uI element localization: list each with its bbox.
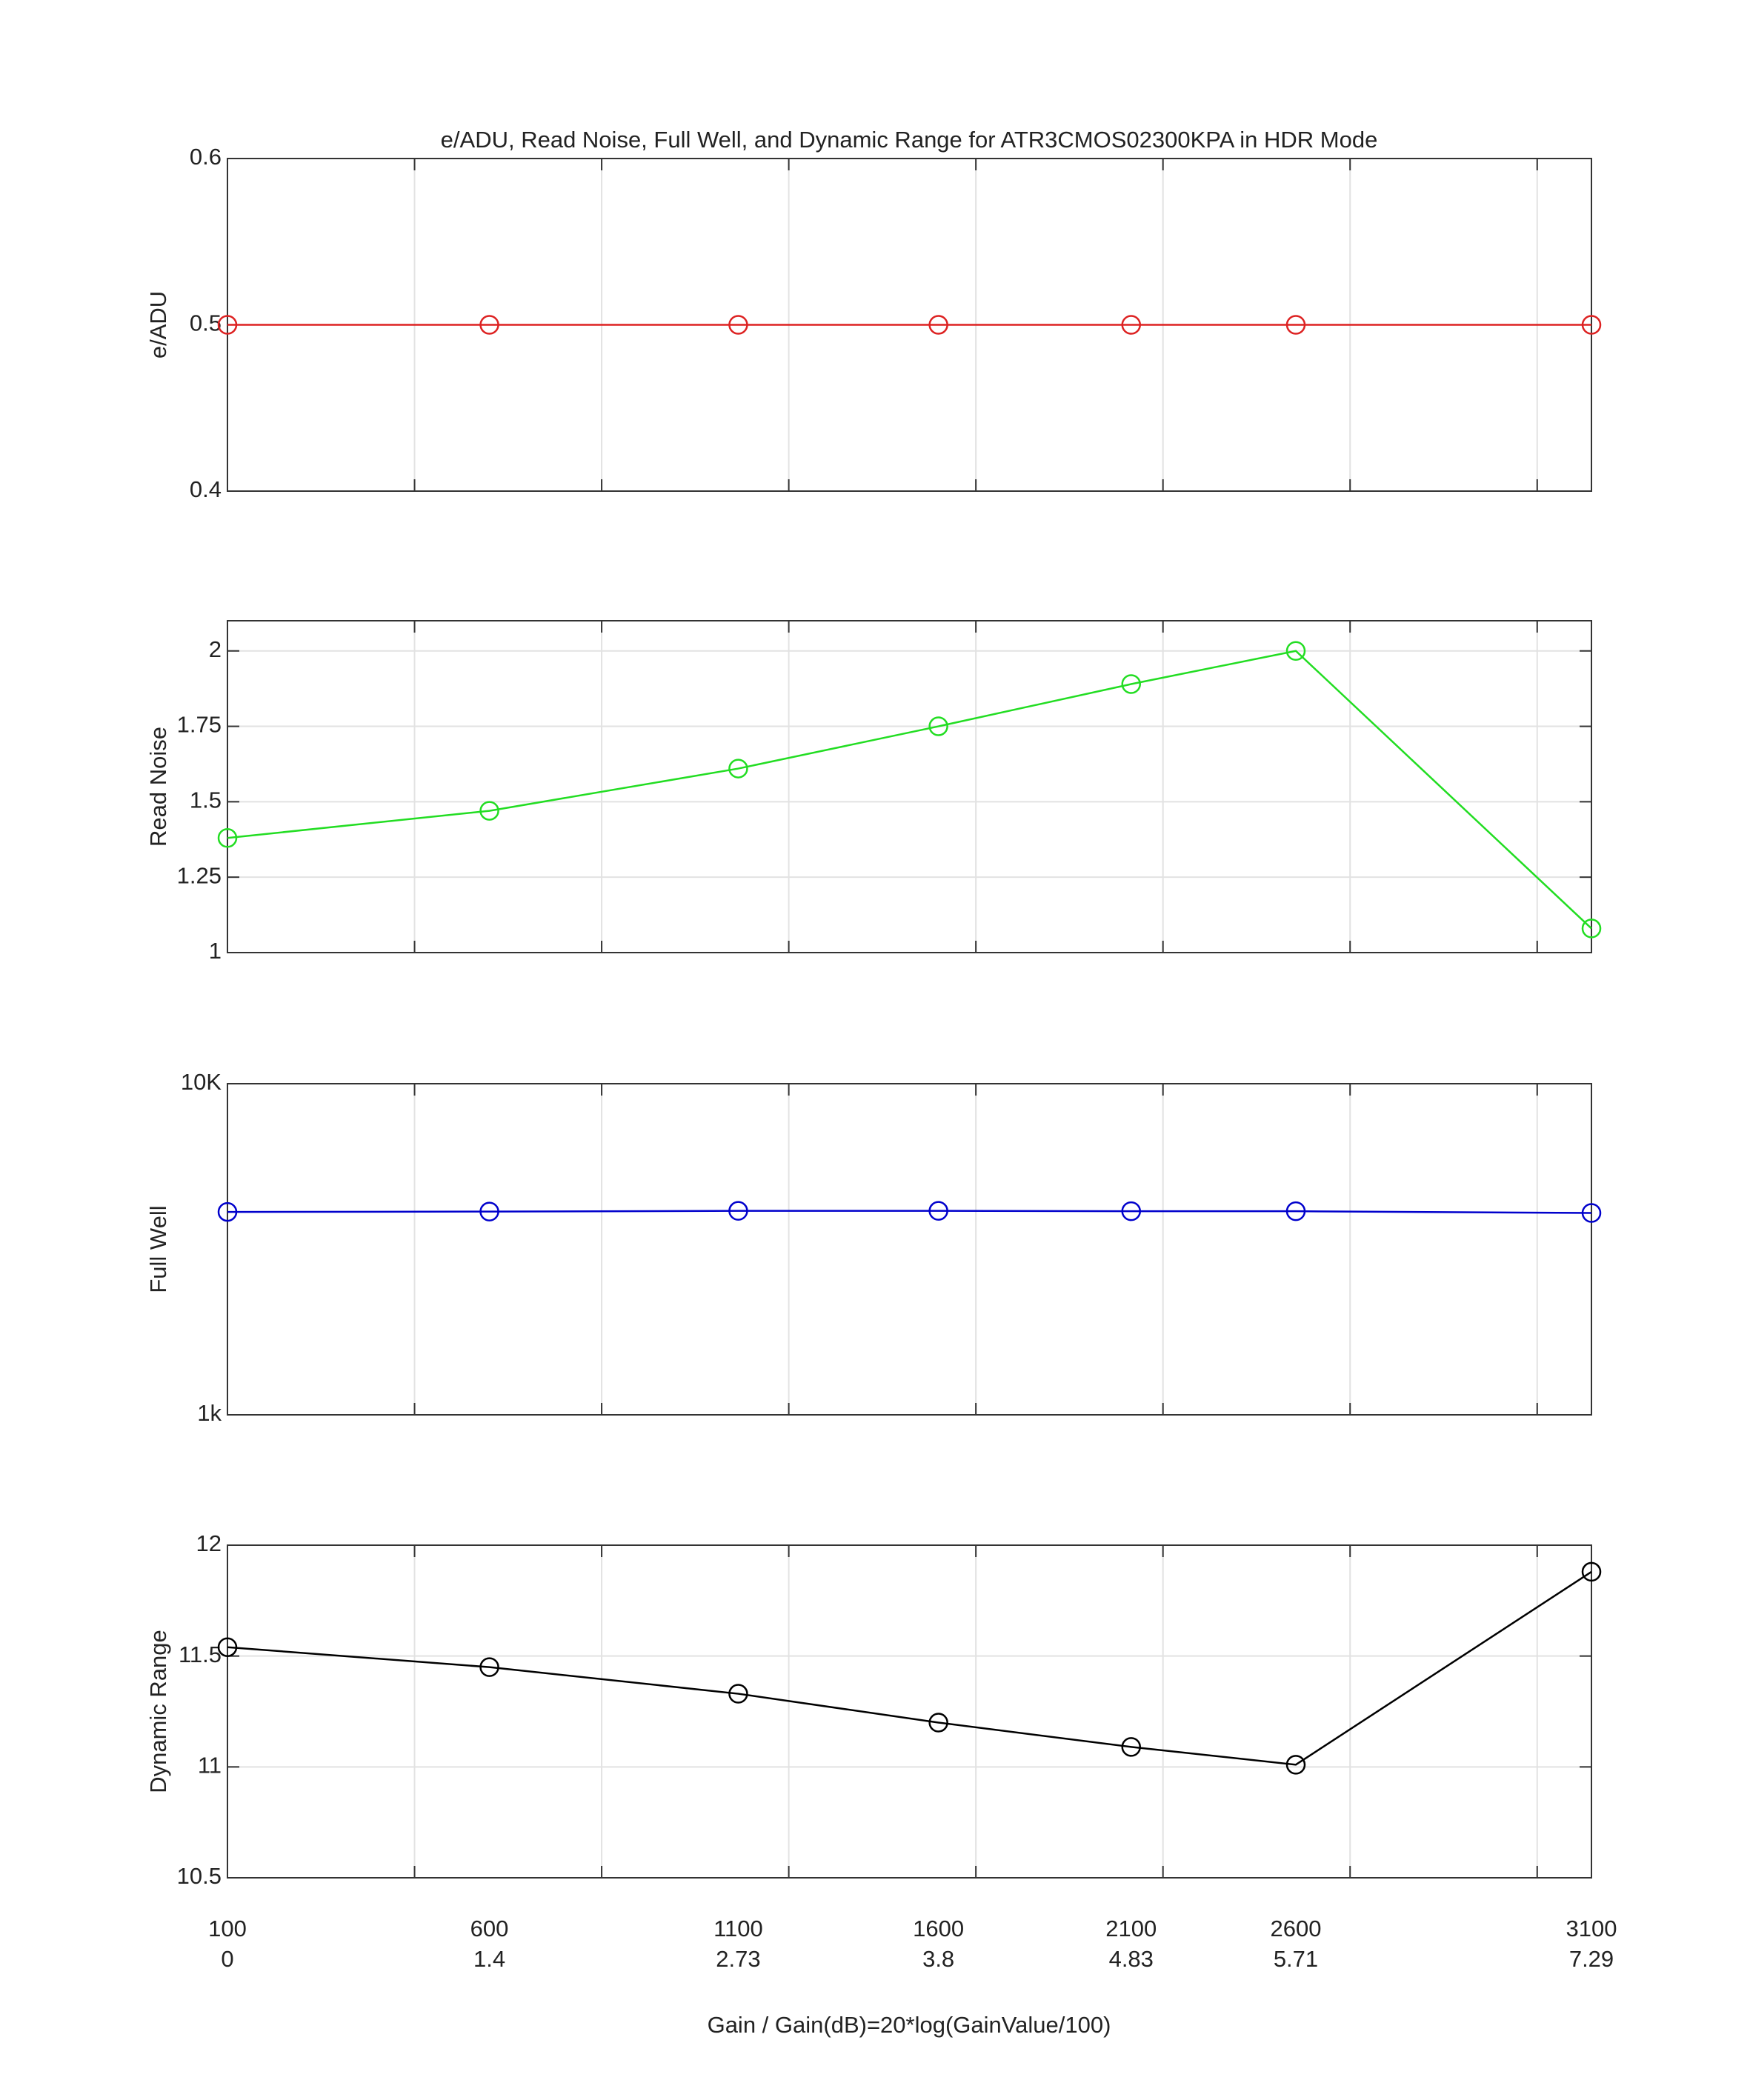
data-point [1285,1755,1306,1775]
x-tick-label: 2.73 [716,1946,760,1972]
x-axis-label: Gain / Gain(dB)=20*log(GainValue/100) [708,2012,1111,2038]
data-point [479,1201,499,1221]
data-point [217,1201,238,1222]
y-tick-label: 1 [209,938,222,964]
x-tick-label: 1600 [913,1916,964,1941]
data-point [479,315,499,335]
x-tick-label: 3100 [1566,1916,1617,1941]
data-point [479,801,499,821]
y-tick-label: 11 [198,1753,222,1779]
series-line [227,1570,1592,1766]
series-line [227,650,1592,930]
x-tick-label: 100 [208,1916,247,1941]
data-point [1121,1201,1142,1221]
data-point [928,1713,948,1733]
data-point [1121,315,1142,335]
y-axis-label: Read Noise [145,727,171,847]
x-tick-label: 7.29 [1569,1946,1614,1972]
x-tick-label: 600 [470,1916,509,1941]
data-point [217,827,238,848]
x-tick-label: 3.8 [922,1946,954,1972]
x-tick-label: 1100 [713,1916,763,1941]
y-tick-label: 10.5 [177,1863,222,1889]
y-tick-label: 11.5 [179,1641,222,1667]
x-tick-label: 4.83 [1109,1946,1154,1972]
x-tick-label: 2100 [1105,1916,1157,1941]
y-tick-label: 1.75 [177,712,222,738]
axes-box [227,1083,1592,1416]
data-point [1121,674,1142,694]
data-point [928,315,948,335]
data-point [728,1684,748,1704]
y-tick-label: 0.5 [190,310,222,336]
data-point [217,315,238,335]
data-point [728,1201,748,1221]
x-tick-label: 5.71 [1274,1946,1318,1972]
data-point [1285,315,1306,335]
y-tick-label: 0.6 [190,144,222,170]
y-tick-label: 12 [196,1530,222,1556]
y-tick-label: 1k [197,1400,222,1426]
x-tick-label: 1.4 [473,1946,505,1972]
data-point [1121,1737,1142,1757]
y-tick-label: 2 [209,636,222,662]
y-tick-label: 1.5 [190,787,222,813]
data-point [728,759,748,779]
y-tick-label: 1.25 [177,862,222,888]
y-tick-label: 0.4 [190,476,222,502]
data-point [1581,315,1602,335]
data-point [1285,1201,1306,1221]
axes-box [227,1544,1592,1879]
data-point [1581,1561,1602,1582]
y-axis-label: e/ADU [145,291,171,359]
data-point [928,716,948,736]
data-point [1581,1203,1602,1223]
data-point [1285,641,1306,661]
x-tick-label: 2600 [1271,1916,1322,1941]
axes-box [227,620,1592,953]
data-point [928,1201,948,1221]
data-point [217,1637,238,1657]
data-point [728,315,748,335]
y-axis-label: Full Well [145,1205,171,1293]
series-line [227,1210,1592,1214]
y-tick-label: 10K [181,1069,222,1095]
chart-title: e/ADU, Read Noise, Full Well, and Dynami… [441,127,1378,153]
x-tick-label: 0 [221,1946,233,1972]
data-point [479,1657,499,1677]
y-axis-label: Dynamic Range [145,1630,171,1793]
data-point [1581,919,1602,939]
